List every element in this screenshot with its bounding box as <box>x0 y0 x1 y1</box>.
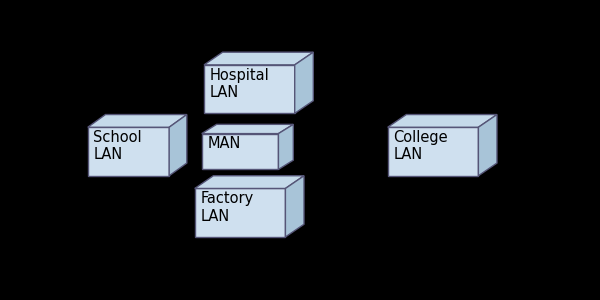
Polygon shape <box>88 127 169 176</box>
Polygon shape <box>295 52 313 113</box>
Polygon shape <box>202 134 278 169</box>
Polygon shape <box>278 124 293 170</box>
Polygon shape <box>195 176 304 188</box>
Text: Hospital
LAN: Hospital LAN <box>209 68 269 100</box>
Polygon shape <box>388 127 478 176</box>
Polygon shape <box>195 188 286 237</box>
Text: School
LAN: School LAN <box>94 130 142 162</box>
Text: Factory
LAN: Factory LAN <box>200 191 254 224</box>
Polygon shape <box>88 115 187 127</box>
Text: MAN: MAN <box>207 136 241 152</box>
Polygon shape <box>204 65 295 113</box>
Polygon shape <box>478 115 497 176</box>
Polygon shape <box>202 124 293 134</box>
Text: College
LAN: College LAN <box>393 130 448 162</box>
Polygon shape <box>169 115 187 176</box>
Polygon shape <box>388 115 497 127</box>
Polygon shape <box>286 176 304 237</box>
Polygon shape <box>204 52 313 65</box>
